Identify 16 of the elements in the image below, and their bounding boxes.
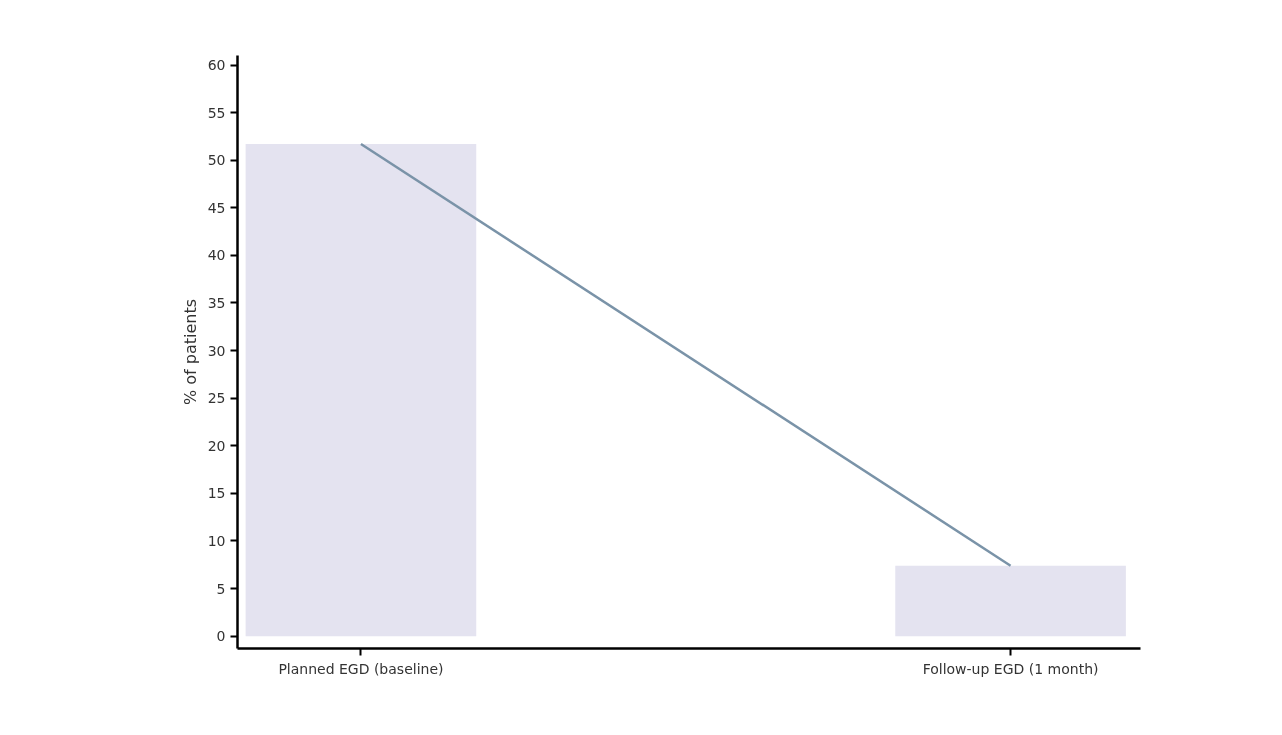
y-tick-label: 20 [207,437,226,454]
y-tick-label: 10 [207,532,226,549]
y-tick-label: 55 [207,104,226,121]
y-tick-label: 0 [216,628,226,645]
y-tick-label: 25 [207,390,226,407]
y-tick-label: 60 [207,57,226,74]
x-tick-label: Planned EGD (baseline) [278,660,444,677]
y-tick-label: 5 [216,580,226,597]
x-tick-label: Follow-up EGD (1 month) [922,660,1099,677]
y-tick-label: 30 [207,342,226,359]
y-axis-title: % of patients [180,298,200,406]
y-tick-label: 35 [207,294,226,311]
y-tick-label: 40 [207,247,226,264]
y-tick-label: 45 [207,199,226,216]
y-tick-label: 15 [207,485,226,502]
y-tick-label: 50 [207,152,226,169]
